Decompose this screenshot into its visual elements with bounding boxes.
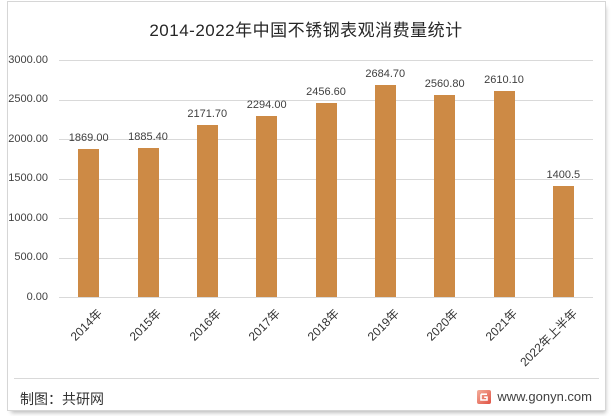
footer-site: www.gonyn.com [477,389,592,404]
bar-value-label: 2456.60 [306,85,346,98]
gridline [59,60,593,61]
footer-credit: 制图：共研网 [20,391,104,407]
bar-value-label: 2171.70 [187,108,228,121]
y-axis-tick-label: 1500.00 [8,172,48,184]
gridline [59,99,593,101]
y-axis-tick-label: 0.00 [26,290,48,303]
bar-value-label: 2684.70 [365,67,406,80]
bar-value-label: 1400.5 [546,169,581,182]
gonyn-logo-icon [477,389,492,404]
bar [374,84,396,297]
bar [434,94,456,297]
bar-value-label: 2610.10 [484,73,524,86]
bar [315,102,337,297]
y-axis-tick-label: 2000.00 [8,132,48,145]
bar-value-label: 1869.00 [68,132,109,145]
bar-value-label: 2560.80 [424,77,465,90]
bar [78,149,100,297]
y-axis-tick-label: 3000.00 [8,53,48,66]
bar-value-label: 2294.00 [246,98,287,111]
bar [196,125,218,297]
bar [256,115,278,297]
gridline [59,297,593,298]
bar-value-label: 1885.40 [128,131,168,144]
bar [552,186,574,297]
y-axis-tick-label: 500.00 [14,251,48,263]
chart-title: 2014-2022年中国不锈钢表观消费量统计 [149,21,463,40]
bar [137,148,159,297]
y-axis-tick-label: 2500.00 [8,93,48,105]
footer-divider [14,378,599,379]
y-axis-tick-label: 1000.00 [8,211,48,224]
bar [493,90,515,297]
footer-website: www.gonyn.com [497,389,592,404]
